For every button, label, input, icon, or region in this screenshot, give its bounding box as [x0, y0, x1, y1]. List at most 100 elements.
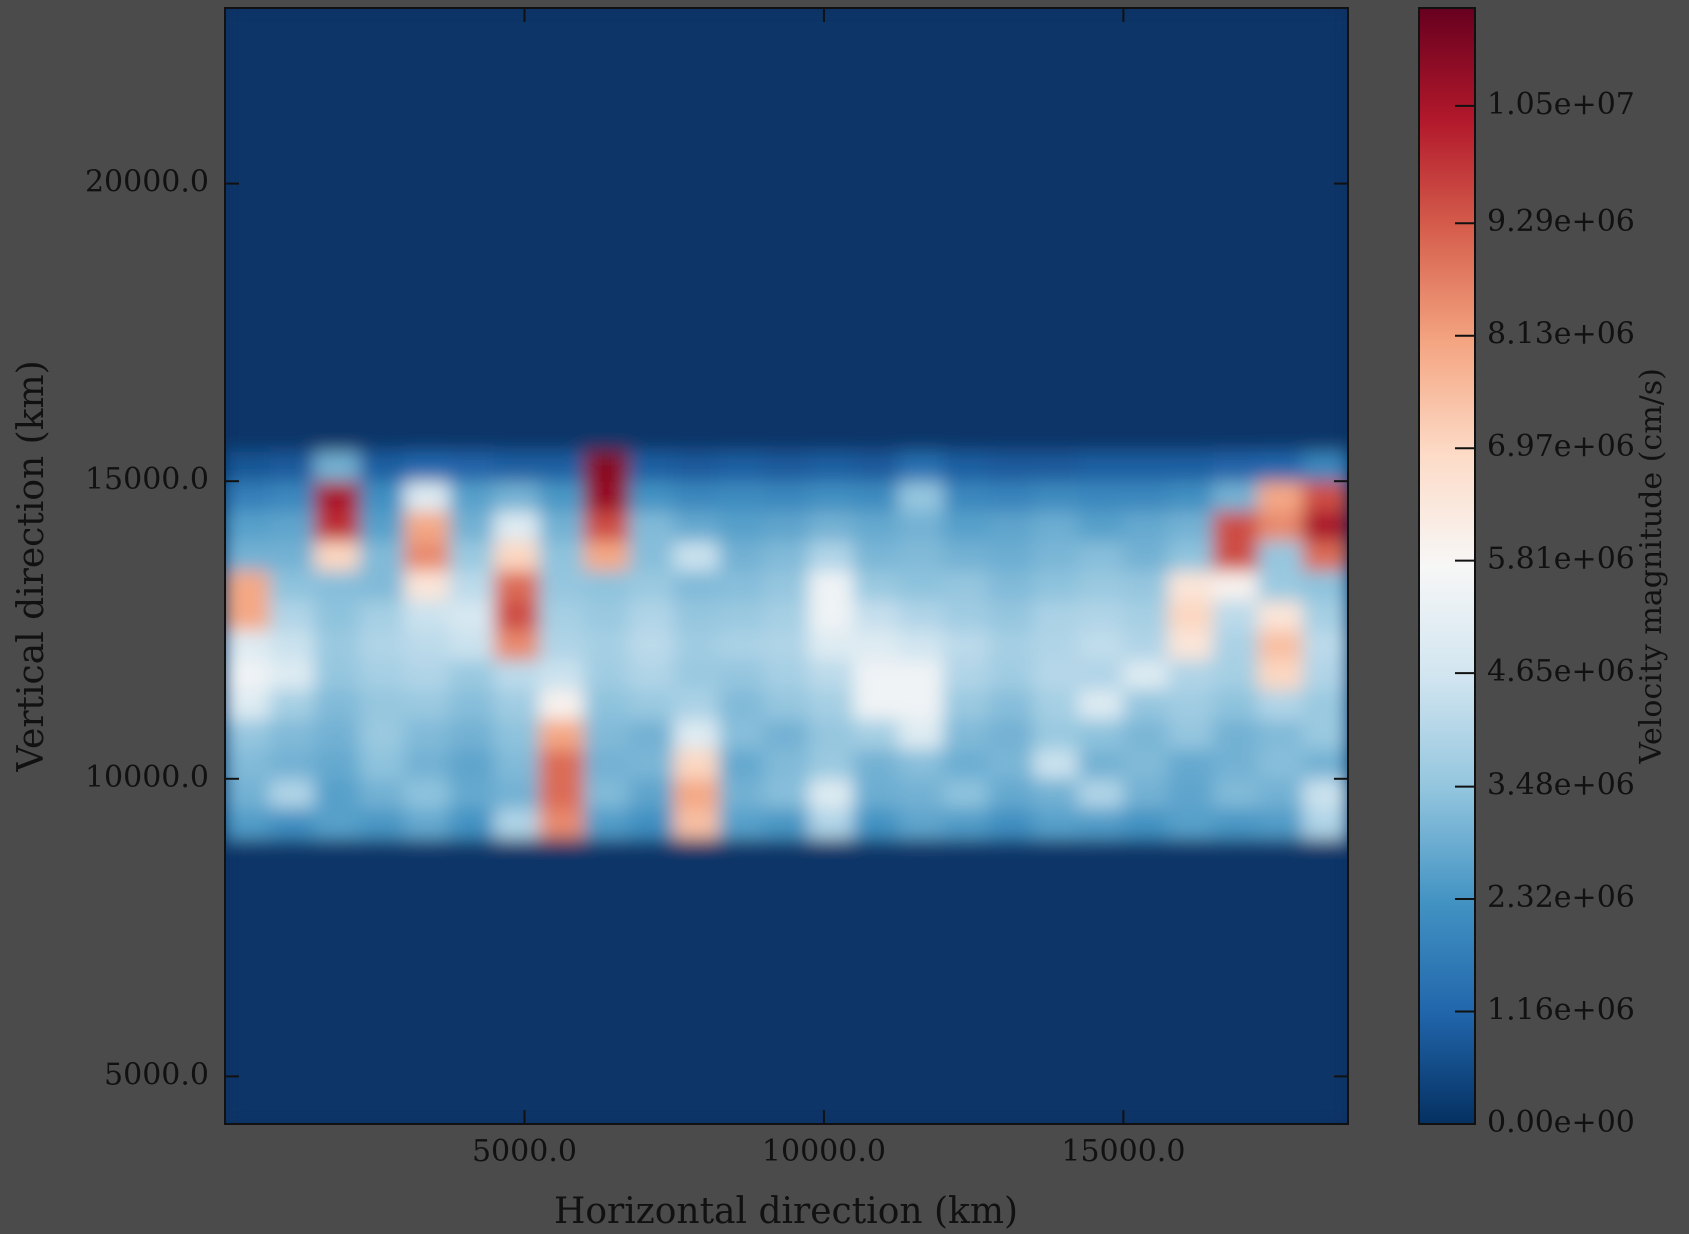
heatmap-cell [404, 659, 451, 691]
heatmap-cell [359, 540, 406, 571]
heatmap-cell [1167, 778, 1214, 810]
heatmap-cell [494, 510, 540, 542]
heatmap-cell [1033, 778, 1079, 810]
heatmap-cell [449, 748, 496, 780]
heatmap-cell [943, 599, 990, 631]
heatmap-cell [1257, 569, 1304, 601]
heatmap-cell [359, 778, 406, 810]
heatmap-cell [538, 629, 585, 661]
heatmap-cell [1077, 837, 1124, 1124]
heatmap-cell [225, 689, 271, 720]
colorbar-tick-label: 4.65e+06 [1487, 654, 1635, 689]
heatmap-cell [449, 510, 496, 542]
heatmap-cell [898, 510, 945, 542]
heatmap-cell [673, 778, 720, 810]
heatmap-cell [628, 540, 675, 571]
heatmap-cell [1212, 450, 1259, 482]
heatmap-cell [538, 510, 585, 542]
heatmap-cell [1167, 569, 1214, 601]
heatmap-cell [943, 748, 990, 780]
heatmap-cell [1257, 540, 1304, 571]
heatmap-cell [1077, 748, 1124, 780]
heatmap-cell [943, 8, 990, 452]
heatmap-cell [1122, 540, 1169, 571]
heatmap-cell [808, 8, 855, 452]
heatmap-cell [494, 748, 540, 780]
heatmap-cell [1077, 718, 1124, 750]
heatmap-cell [404, 540, 451, 571]
heatmap-cell [449, 8, 496, 452]
heatmap-cell [673, 569, 720, 601]
heatmap-cell [808, 748, 855, 780]
heatmap-cell [583, 718, 630, 750]
heatmap-cell [1077, 8, 1124, 452]
heatmap-cell [1257, 808, 1304, 839]
heatmap-cell [449, 480, 496, 512]
heatmap-cell [583, 778, 630, 810]
heatmap-cell [1257, 8, 1304, 452]
heatmap-cell [853, 569, 900, 601]
heatmap-cell [1212, 837, 1259, 1124]
heatmap-cell [943, 837, 990, 1124]
heatmap-cell [538, 748, 585, 780]
heatmap-cell [583, 8, 630, 452]
heatmap-cell [718, 569, 765, 601]
heatmap-cell [1167, 450, 1214, 482]
heatmap-cell [583, 808, 630, 839]
heatmap-cell [359, 748, 406, 780]
heatmap-cell [1033, 629, 1079, 661]
x-tick-label: 10000.0 [762, 1134, 886, 1169]
heatmap-cell [898, 450, 945, 482]
heatmap-cell [538, 540, 585, 571]
heatmap-cell [898, 480, 945, 512]
heatmap-cell [538, 718, 585, 750]
heatmap-cell [898, 629, 945, 661]
heatmap-cell [494, 808, 540, 839]
heatmap-cell [449, 689, 496, 720]
colorbar-tick-label: 1.05e+07 [1487, 87, 1635, 122]
heatmap-cell [225, 480, 271, 512]
heatmap-cell [943, 629, 990, 661]
heatmap-cell [808, 569, 855, 601]
heatmap-cell [1212, 8, 1259, 452]
heatmap-cell [763, 778, 810, 810]
heatmap-cell [718, 659, 765, 691]
heatmap-cell [538, 659, 585, 691]
heatmap-cell [1302, 480, 1348, 512]
heatmap-cell [673, 808, 720, 839]
heatmap-cell [718, 450, 765, 482]
heatmap-cell [225, 569, 271, 601]
heatmap-cell [988, 569, 1035, 601]
colorbar-tick-label: 0.00e+00 [1487, 1105, 1635, 1140]
colorbar-tick-label: 3.48e+06 [1487, 768, 1635, 803]
y-axis-label: Vertical direction (km) [11, 360, 52, 772]
heatmap-cell [808, 510, 855, 542]
heatmap-cell [988, 689, 1035, 720]
heatmap-cell [583, 540, 630, 571]
heatmap-cell [1167, 689, 1214, 720]
heatmap-cell [314, 450, 361, 482]
heatmap-cell [718, 778, 765, 810]
heatmap-cell [1077, 599, 1124, 631]
heatmap-cell [1122, 8, 1169, 452]
heatmap-cell [808, 480, 855, 512]
heatmap-cell [1122, 659, 1169, 691]
heatmap-cell [943, 569, 990, 601]
heatmap-cell [1122, 748, 1169, 780]
heatmap-cell [898, 659, 945, 691]
heatmap-cell [269, 689, 316, 720]
heatmap-cell [359, 659, 406, 691]
heatmap-cell [1122, 837, 1169, 1124]
heatmap-cell [763, 8, 810, 452]
heatmap-cell [225, 718, 271, 750]
heatmap-cell [898, 689, 945, 720]
heatmap-cell [718, 8, 765, 452]
heatmap-cell [1167, 748, 1214, 780]
heatmap-cell [1302, 778, 1348, 810]
heatmap-cell [583, 510, 630, 542]
heatmap-cell [718, 510, 765, 542]
heatmap-cell [898, 599, 945, 631]
heatmap-cell [1077, 629, 1124, 661]
heatmap-cell [988, 837, 1035, 1124]
heatmap-cell [1302, 659, 1348, 691]
